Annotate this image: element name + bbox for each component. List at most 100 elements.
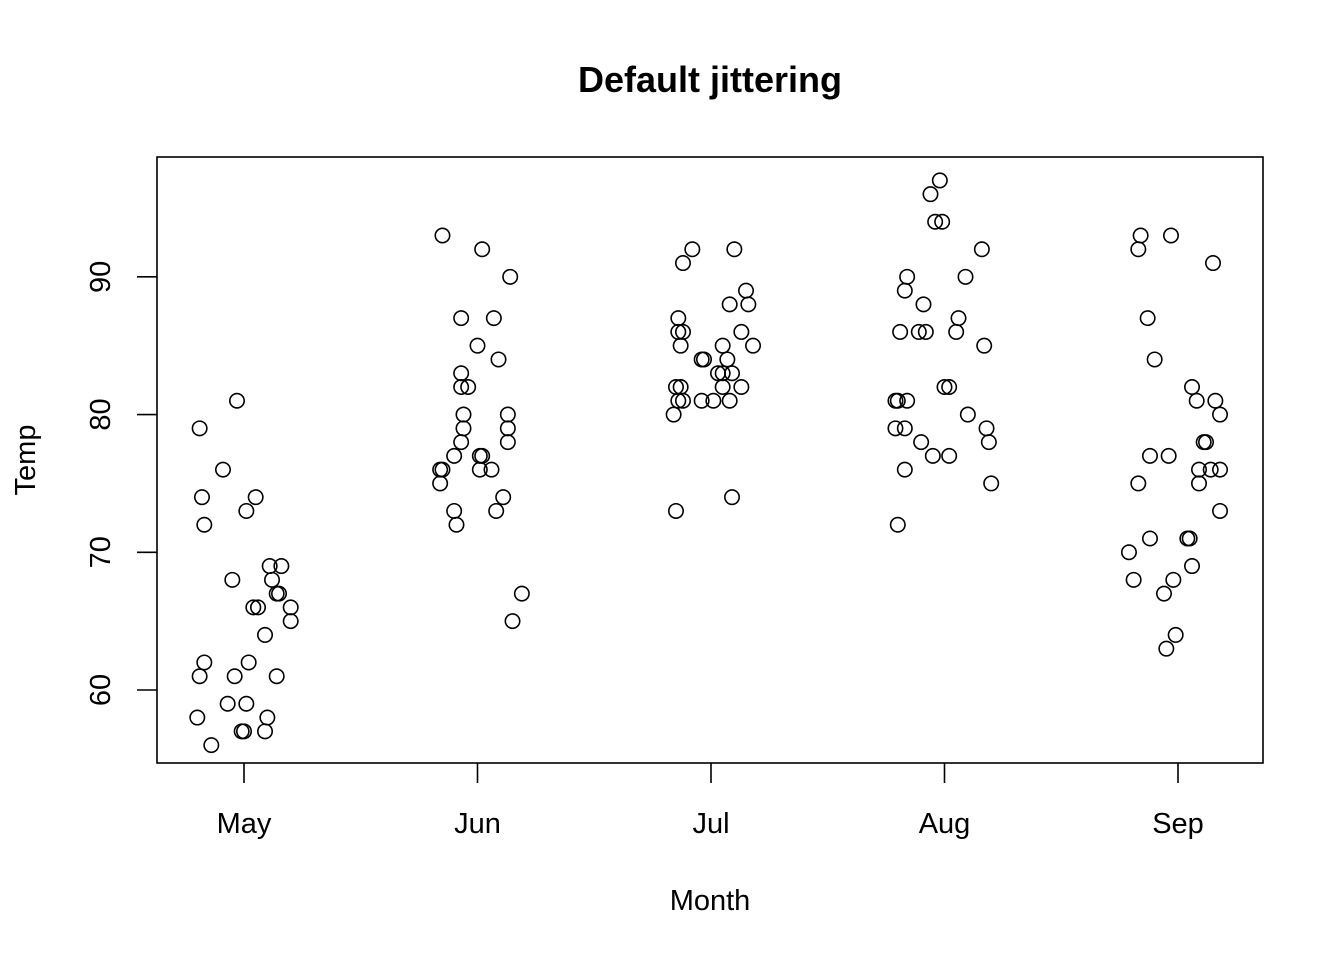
data-point: [721, 392, 738, 409]
data-point: [695, 351, 712, 368]
data-point: [1207, 392, 1224, 409]
data-point: [745, 337, 762, 354]
x-tick-label: May: [217, 808, 272, 840]
data-point: [1125, 571, 1142, 588]
data-point: [1162, 227, 1179, 244]
data-point: [189, 709, 206, 726]
data-point: [236, 723, 253, 740]
x-tick-label: Jul: [692, 808, 729, 840]
data-point: [226, 668, 243, 685]
data-point: [446, 447, 463, 464]
data-point: [1132, 227, 1149, 244]
data-point: [980, 434, 997, 451]
data-point: [238, 695, 255, 712]
data-points: [189, 172, 1229, 754]
data-point: [434, 227, 451, 244]
data-point: [455, 420, 472, 437]
data-point: [896, 461, 913, 478]
data-point: [936, 379, 953, 396]
data-point: [983, 475, 1000, 492]
data-point: [1120, 544, 1137, 561]
data-point: [957, 268, 974, 285]
data-point: [1184, 558, 1201, 575]
data-point: [485, 310, 502, 327]
plot-frame: [156, 156, 1264, 764]
data-point: [896, 420, 913, 437]
data-point: [899, 392, 916, 409]
data-point: [453, 365, 470, 382]
data-point: [499, 434, 516, 451]
data-point: [1158, 640, 1175, 657]
data-point: [674, 255, 691, 272]
data-point: [191, 420, 208, 437]
data-point: [453, 310, 470, 327]
data-point: [1160, 447, 1177, 464]
data-point: [976, 337, 993, 354]
data-point: [910, 323, 927, 340]
data-point: [455, 406, 472, 423]
data-point: [733, 323, 750, 340]
y-axis: 60 70 80 90: [85, 261, 157, 706]
data-point: [238, 502, 255, 519]
data-point: [978, 420, 995, 437]
data-point: [1198, 434, 1215, 451]
data-point: [264, 571, 281, 588]
data-point: [513, 585, 530, 602]
data-point: [726, 241, 743, 258]
data-point: [1165, 571, 1182, 588]
data-point: [1141, 447, 1158, 464]
data-point: [245, 599, 262, 616]
data-point: [934, 213, 951, 230]
data-point: [1167, 626, 1184, 643]
data-point: [913, 434, 930, 451]
data-point: [674, 392, 691, 409]
y-axis-label: Temp: [10, 425, 42, 496]
data-point: [448, 516, 465, 533]
data-point: [196, 654, 213, 671]
data-point: [247, 489, 264, 506]
data-point: [667, 502, 684, 519]
data-point: [941, 447, 958, 464]
data-point: [941, 379, 958, 396]
data-point: [950, 310, 967, 327]
data-point: [1146, 351, 1163, 368]
data-point: [887, 420, 904, 437]
data-point: [948, 323, 965, 340]
data-point: [504, 613, 521, 630]
data-point: [1212, 461, 1229, 478]
data-point: [1155, 585, 1172, 602]
data-point: [228, 392, 245, 409]
data-point: [490, 351, 507, 368]
data-point: [203, 737, 220, 754]
data-point: [1141, 530, 1158, 547]
data-point: [446, 502, 463, 519]
data-point: [1130, 241, 1147, 258]
data-point: [193, 489, 210, 506]
data-point: [1188, 392, 1205, 409]
data-point: [1191, 475, 1208, 492]
data-point: [191, 668, 208, 685]
data-point: [927, 213, 944, 230]
data-point: [224, 571, 241, 588]
data-point: [219, 695, 236, 712]
data-point: [714, 337, 731, 354]
data-point: [917, 323, 934, 340]
data-point: [738, 282, 755, 299]
data-point: [495, 489, 512, 506]
data-point: [931, 172, 948, 189]
x-axis: May Jun Jul Aug Sep: [217, 763, 1204, 840]
data-point: [665, 406, 682, 423]
data-point: [733, 379, 750, 396]
data-point: [899, 268, 916, 285]
data-point: [469, 337, 486, 354]
data-point: [889, 516, 906, 533]
data-point: [474, 241, 491, 258]
data-point: [214, 461, 231, 478]
data-point: [705, 392, 722, 409]
data-point: [240, 654, 257, 671]
data-point: [973, 241, 990, 258]
data-point: [724, 365, 741, 382]
y-tick-label: 90: [85, 261, 117, 293]
data-point: [488, 502, 505, 519]
